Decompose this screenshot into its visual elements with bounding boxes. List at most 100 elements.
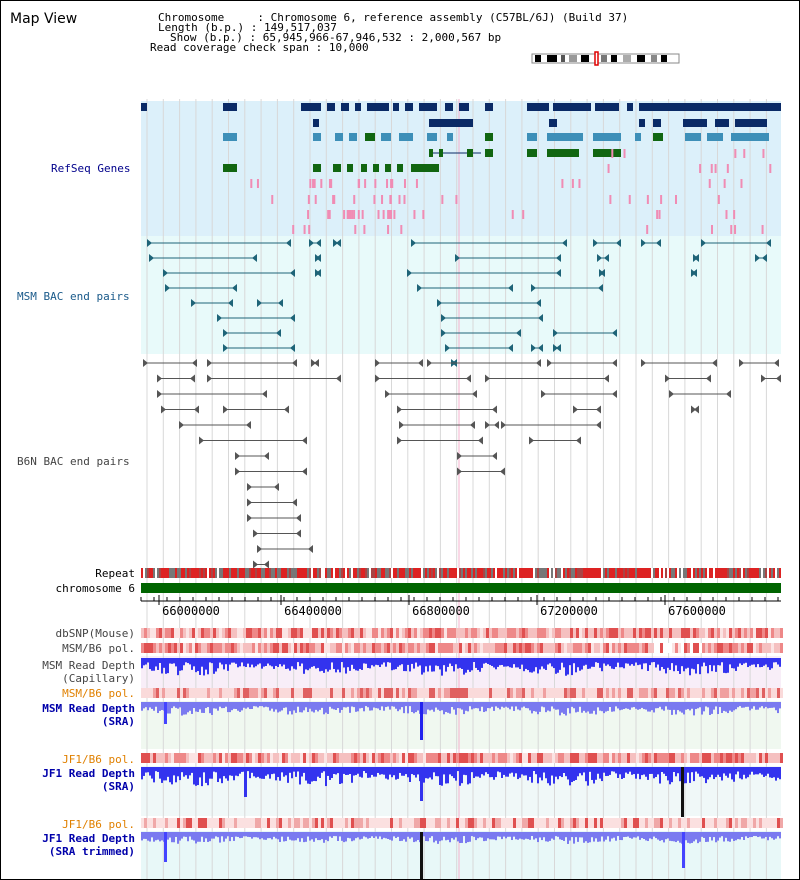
jf1-depth-sra-bars bbox=[141, 767, 781, 817]
track-label-b6n-bac[interactable]: B6N BAC end pairs bbox=[17, 455, 130, 468]
bac-end-marker bbox=[253, 529, 258, 538]
msm-b6-pol-heatmap-2 bbox=[141, 688, 783, 698]
gene-block bbox=[445, 103, 453, 111]
bac-end-marker bbox=[485, 421, 490, 429]
gene-tick bbox=[320, 179, 323, 188]
bac-end-marker bbox=[411, 239, 416, 247]
gene-block bbox=[627, 103, 633, 111]
bac-end-marker bbox=[470, 421, 475, 429]
bac-end-marker bbox=[596, 421, 601, 429]
track-label-refseq-genes[interactable]: RefSeq Genes bbox=[51, 162, 131, 175]
bac-end-marker bbox=[296, 514, 301, 522]
track-label-msm-depth-sra-sub: (SRA) bbox=[101, 715, 135, 728]
bac-end-marker bbox=[316, 239, 321, 247]
bac-end-marker bbox=[278, 299, 283, 307]
gene-tick bbox=[382, 210, 385, 219]
gene-tick bbox=[511, 210, 514, 219]
track-label-jf1-b6-pol-2[interactable]: JF1/B6 pol. bbox=[62, 818, 135, 831]
bac-end-marker bbox=[165, 284, 170, 292]
bac-end-marker bbox=[573, 405, 578, 414]
gene-block bbox=[411, 164, 439, 172]
bac-end-marker bbox=[316, 269, 321, 277]
bac-end-marker bbox=[290, 314, 295, 322]
gene-tick bbox=[346, 210, 349, 219]
track-label-msm-b6-pol-2[interactable]: MSM/B6 pol. bbox=[62, 687, 135, 700]
gene-block bbox=[527, 133, 537, 141]
bac-end-marker bbox=[252, 254, 257, 262]
gene-tick bbox=[403, 179, 406, 188]
track-label-jf1-depth-trim[interactable]: JF1 Read Depth bbox=[42, 832, 135, 845]
bac-end-marker bbox=[508, 344, 513, 352]
bac-end-marker bbox=[194, 405, 199, 414]
jf1-b6-pol-heatmap-1 bbox=[141, 753, 783, 763]
track-label-jf1-depth-sra[interactable]: JF1 Read Depth bbox=[42, 767, 135, 780]
gene-block bbox=[381, 133, 391, 141]
gene-tick bbox=[571, 179, 574, 188]
gene-tick bbox=[390, 210, 393, 219]
gene-tick bbox=[353, 210, 356, 219]
gene-tick bbox=[390, 179, 393, 188]
track-label-msm-bac[interactable]: MSM BAC end pairs bbox=[17, 290, 130, 303]
gene-tick bbox=[307, 195, 310, 204]
bac-end-marker bbox=[143, 359, 148, 367]
gene-tick bbox=[699, 164, 702, 173]
gene-tick bbox=[441, 195, 444, 204]
track-label-msm-depth-cap[interactable]: MSM Read Depth bbox=[42, 659, 135, 672]
gene-tick bbox=[250, 179, 253, 188]
bac-end-marker bbox=[762, 254, 767, 262]
ideogram-band bbox=[637, 55, 645, 62]
bac-end-marker bbox=[399, 421, 404, 429]
depth-spike bbox=[420, 767, 423, 801]
bac-end-marker bbox=[292, 498, 297, 507]
bac-end-marker bbox=[207, 374, 212, 383]
gene-tick bbox=[332, 195, 335, 204]
gene-tick bbox=[762, 149, 765, 158]
bac-end-marker bbox=[726, 390, 731, 398]
bac-end-marker bbox=[516, 329, 521, 337]
ideogram-band bbox=[623, 55, 631, 62]
gene-block bbox=[313, 164, 321, 172]
gene-block bbox=[327, 103, 335, 111]
bac-end-marker bbox=[556, 254, 561, 262]
bac-end-marker bbox=[776, 374, 781, 383]
track-label-jf1-b6-pol-1[interactable]: JF1/B6 pol. bbox=[62, 753, 135, 766]
gene-tick bbox=[292, 225, 295, 234]
gene-tick bbox=[389, 195, 392, 204]
header-chromosome-label: Chromosome bbox=[158, 11, 225, 24]
bac-end-marker bbox=[385, 390, 390, 398]
bac-end-marker bbox=[296, 529, 301, 538]
gene-tick bbox=[314, 195, 317, 204]
bac-end-marker bbox=[192, 359, 197, 367]
gene-tick bbox=[330, 179, 333, 188]
bac-end-marker bbox=[311, 359, 316, 367]
bac-end-marker bbox=[501, 421, 506, 429]
bac-end-marker bbox=[375, 374, 380, 383]
track-label-msm-b6-pol-1[interactable]: MSM/B6 pol. bbox=[62, 642, 135, 655]
track-label-msm-depth-sra[interactable]: MSM Read Depth bbox=[42, 702, 135, 715]
gene-tick bbox=[708, 179, 711, 188]
gene-block bbox=[731, 133, 769, 141]
bac-end-marker bbox=[641, 239, 646, 247]
bac-end-marker bbox=[701, 239, 706, 247]
depth-spike bbox=[682, 832, 685, 868]
gene-tick bbox=[674, 195, 677, 204]
bac-end-marker bbox=[556, 269, 561, 277]
bac-end-marker bbox=[302, 436, 307, 445]
track-label-dbsnp[interactable]: dbSNP(Mouse) bbox=[55, 627, 135, 640]
bac-end-marker bbox=[276, 329, 281, 337]
bac-end-marker bbox=[253, 560, 258, 569]
bac-end-marker bbox=[246, 421, 251, 429]
track-label-repeat[interactable]: Repeat bbox=[95, 567, 135, 580]
gene-block bbox=[141, 103, 147, 111]
gene-block bbox=[547, 149, 579, 157]
gene-tick bbox=[307, 210, 310, 219]
gene-tick bbox=[660, 195, 663, 204]
track-label-chromosome[interactable]: chromosome 6 bbox=[55, 582, 135, 595]
gene-block bbox=[549, 119, 557, 127]
gene-tick bbox=[455, 195, 458, 204]
bac-end-marker bbox=[235, 452, 240, 460]
gene-tick bbox=[354, 225, 357, 234]
gene-block bbox=[653, 119, 661, 127]
bac-end-marker bbox=[457, 467, 462, 476]
